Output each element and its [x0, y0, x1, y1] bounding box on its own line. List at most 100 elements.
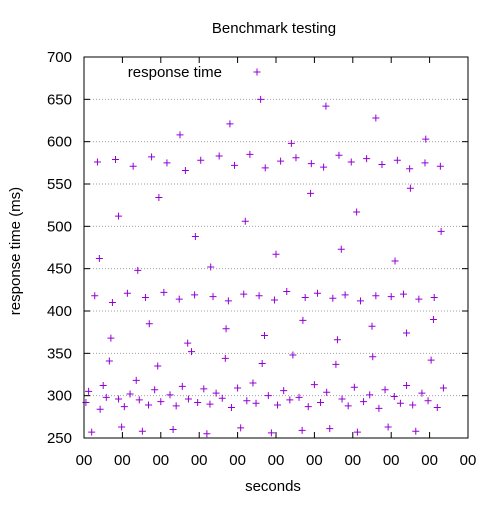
data-point	[298, 426, 306, 434]
data-point	[209, 293, 217, 301]
data-point	[246, 150, 254, 158]
chart-title: Benchmark testing	[212, 20, 336, 37]
data-point	[178, 382, 186, 390]
data-point	[360, 398, 368, 406]
data-point	[437, 227, 445, 235]
data-points	[82, 95, 447, 438]
data-point	[243, 397, 251, 405]
data-point	[138, 427, 146, 435]
data-point	[286, 396, 294, 404]
data-point	[163, 159, 171, 167]
data-point	[341, 291, 349, 299]
data-point	[129, 162, 137, 170]
y-tick-label: 550	[47, 176, 72, 193]
data-point	[194, 398, 202, 406]
plot-border	[83, 56, 469, 439]
data-point	[421, 159, 429, 167]
data-point	[241, 217, 249, 225]
y-tick-label: 450	[47, 261, 72, 278]
data-point	[390, 393, 398, 401]
data-point	[145, 401, 153, 409]
y-tick-label: 650	[47, 91, 72, 108]
data-point	[111, 155, 119, 163]
data-point	[95, 255, 103, 263]
x-tick-label: 00	[460, 452, 477, 469]
data-point	[313, 289, 321, 297]
data-point	[332, 360, 340, 368]
data-point	[274, 401, 282, 409]
data-point	[197, 156, 205, 164]
legend: response time	[128, 64, 261, 81]
data-point	[289, 351, 297, 359]
data-point	[148, 153, 156, 161]
data-point	[387, 293, 395, 301]
x-axis-ticks: 00 00 00 00 00 00 00 00 00 00 00	[76, 57, 477, 469]
x-axis-label: seconds	[245, 478, 301, 495]
data-point	[155, 194, 163, 202]
data-point	[412, 427, 420, 435]
data-point	[344, 402, 352, 410]
data-point	[215, 152, 223, 160]
data-point	[299, 316, 307, 324]
data-point	[181, 166, 189, 174]
data-point	[108, 299, 116, 307]
data-point	[375, 404, 383, 412]
data-point	[224, 297, 232, 305]
x-tick-label: 00	[344, 452, 361, 469]
data-point	[176, 131, 184, 139]
data-point	[231, 161, 239, 169]
data-point	[307, 189, 315, 197]
data-point	[126, 390, 134, 398]
data-point	[372, 114, 380, 122]
data-point	[366, 391, 374, 399]
data-point	[381, 386, 389, 394]
data-point	[384, 423, 392, 431]
data-point	[406, 184, 414, 192]
data-point	[277, 157, 285, 165]
data-point	[151, 386, 159, 394]
y-tick-label: 350	[47, 345, 72, 362]
data-point	[91, 292, 99, 300]
data-point	[439, 384, 447, 392]
data-point	[317, 398, 325, 406]
data-point	[378, 161, 386, 169]
x-tick-label: 00	[229, 452, 246, 469]
data-point	[99, 382, 107, 390]
data-point	[184, 339, 192, 347]
data-point	[175, 295, 183, 303]
data-point	[283, 288, 291, 296]
data-point	[221, 354, 229, 362]
data-point	[310, 381, 318, 389]
data-point	[120, 403, 128, 411]
data-point	[406, 165, 414, 173]
data-point	[135, 396, 143, 404]
data-point	[422, 135, 430, 143]
data-point	[258, 359, 266, 367]
data-point	[96, 405, 104, 413]
data-point	[261, 164, 269, 172]
data-point	[353, 208, 361, 216]
y-tick-label: 400	[47, 303, 72, 320]
data-point	[430, 293, 438, 301]
data-point	[292, 154, 300, 162]
data-point	[338, 395, 346, 403]
data-point	[218, 394, 226, 402]
data-point	[191, 291, 199, 299]
data-point	[203, 430, 211, 438]
data-point	[145, 320, 153, 328]
data-point	[237, 424, 245, 432]
data-point	[157, 398, 165, 406]
data-point	[240, 290, 248, 298]
data-point	[260, 332, 268, 340]
y-tick-label: 600	[47, 134, 72, 151]
y-tick-label: 500	[47, 218, 72, 235]
data-point	[427, 356, 435, 364]
x-tick-label: 00	[152, 452, 169, 469]
data-point	[304, 403, 312, 411]
data-point	[227, 404, 235, 412]
data-point	[350, 383, 358, 391]
data-point	[353, 428, 361, 436]
data-point	[396, 399, 404, 407]
data-point	[391, 257, 399, 265]
